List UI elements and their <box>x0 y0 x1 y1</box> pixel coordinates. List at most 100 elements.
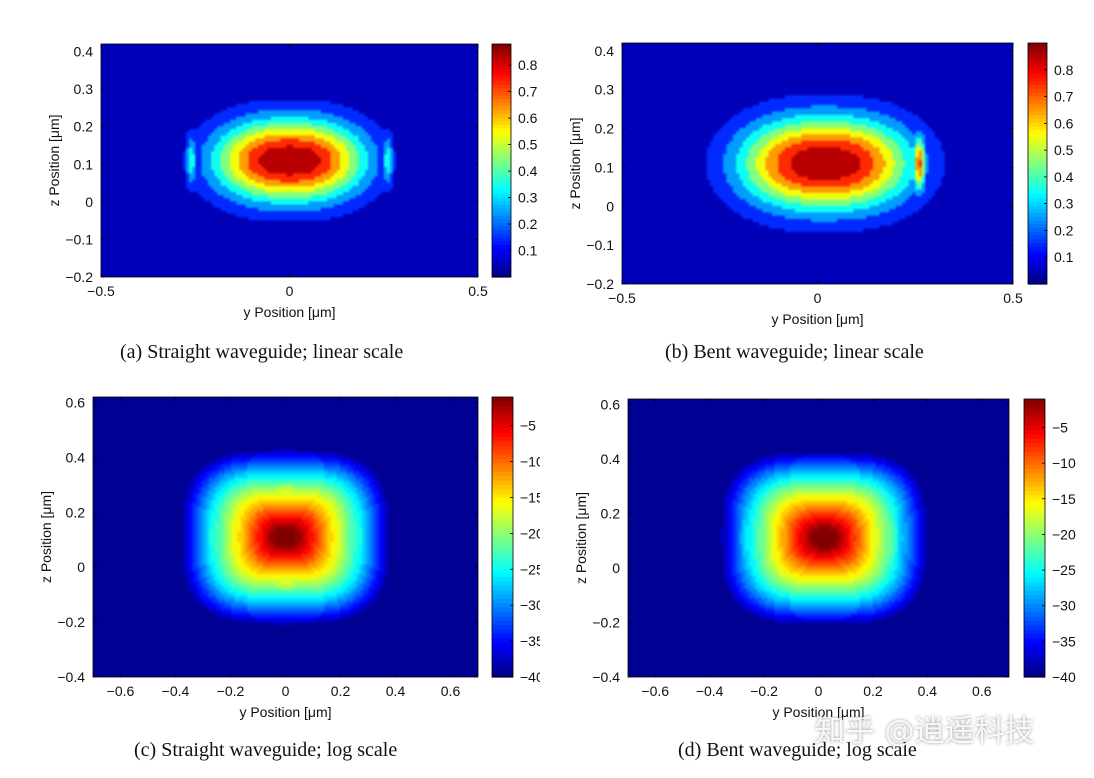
colorbar-swatch <box>1028 219 1047 225</box>
colorbar-swatch <box>492 554 513 560</box>
colorbar-swatch <box>1028 76 1047 82</box>
colorbar-swatch <box>1024 594 1045 600</box>
x-tick-label: 0.2 <box>331 683 351 699</box>
colorbar-swatch <box>492 607 513 612</box>
colorbar-swatch <box>492 493 513 499</box>
colorbar-swatch <box>1028 129 1047 134</box>
colorbar-swatch <box>492 550 513 556</box>
colorbar-swatch <box>492 240 511 245</box>
colorbar-swatch <box>492 445 513 451</box>
y-tick-label: −0.2 <box>592 614 620 630</box>
colorbar-swatch <box>492 182 511 187</box>
caption-c: (c) Straight waveguide; log scale <box>134 739 398 761</box>
colorbar-swatch <box>492 541 513 547</box>
colorbar-swatch <box>1024 455 1045 461</box>
y-tick-label: 0 <box>77 559 85 575</box>
colorbar-tick-label: 0.1 <box>1054 249 1074 265</box>
colorbar-swatch <box>1028 54 1047 59</box>
colorbar-swatch <box>492 116 511 122</box>
y-tick-label: −0.1 <box>586 237 614 253</box>
colorbar-swatch <box>1024 529 1045 535</box>
colorbar-tick-label: 0.4 <box>1054 169 1074 185</box>
colorbar-tick-label: −20 <box>520 525 540 541</box>
colorbar-swatch <box>1028 50 1047 55</box>
y-tick-label: −0.4 <box>57 669 85 685</box>
colorbar-swatch <box>492 515 513 521</box>
colorbar-tick-label: 0.7 <box>1054 89 1074 105</box>
colorbar-swatch <box>1028 133 1047 138</box>
colorbar-swatch <box>492 523 513 529</box>
colorbar-swatch <box>492 247 511 253</box>
colorbar-swatch <box>492 545 513 551</box>
colorbar-swatch <box>492 532 513 538</box>
colorbar-swatch <box>492 462 513 468</box>
colorbar-swatch <box>492 484 513 490</box>
colorbar-swatch <box>1024 433 1045 439</box>
colorbar-swatch <box>492 244 511 249</box>
colorbar-swatch <box>1024 420 1045 426</box>
colorbar-swatch <box>492 436 513 442</box>
colorbar-swatch <box>492 410 513 416</box>
colorbar-swatch <box>492 131 511 136</box>
colorbar-tick-label: −40 <box>520 669 540 685</box>
colorbar-swatch <box>1024 481 1045 487</box>
x-tick-label: 0.5 <box>468 283 488 299</box>
colorbar-tick-label: −40 <box>1052 669 1076 685</box>
colorbar-swatch <box>492 458 513 464</box>
y-tick-label: 0.2 <box>66 504 86 520</box>
colorbar-swatch <box>1028 65 1047 70</box>
colorbar-swatch <box>1024 459 1045 465</box>
colorbar-tick-label: 0.7 <box>518 84 538 100</box>
colorbar-swatch <box>492 519 513 525</box>
colorbar-swatch <box>492 593 513 599</box>
colorbar-swatch <box>1028 227 1047 232</box>
colorbar-swatch <box>492 650 513 656</box>
y-tick-label: −0.2 <box>586 276 614 292</box>
colorbar-swatch <box>492 397 513 402</box>
colorbar-swatch <box>1028 80 1047 86</box>
colorbar-tick-label: −10 <box>1052 455 1076 471</box>
colorbar-swatch <box>1028 95 1047 101</box>
colorbar-swatch <box>1024 446 1045 452</box>
y-axis-label: z Position [μm] <box>46 114 62 206</box>
chart-a: −0.5 0 0.5 −0.2 −0.1 0 0.1 0.2 0.3 0.4 y Position … <box>46 44 538 320</box>
chart-d: −0.6 −0.4 −0.2 0 0.2 0.4 0.6 −0.4 −0.2 0 0.2 0.4 0.6… <box>573 396 1076 720</box>
colorbar-swatch <box>492 124 511 129</box>
y-tick-label: 0.4 <box>74 44 94 60</box>
colorbar-swatch <box>1024 503 1045 509</box>
colorbar-swatch <box>1028 186 1047 191</box>
x-axis-label: y Position [μm] <box>243 304 335 320</box>
colorbar-swatch <box>1024 577 1045 583</box>
colorbar-swatch <box>492 236 511 242</box>
colorbar-swatch <box>492 91 511 96</box>
colorbar-frame <box>1027 42 1048 285</box>
x-tick-label: 0.6 <box>441 683 461 699</box>
y-tick-label: 0.1 <box>595 159 615 175</box>
colorbar-tick-label: −5 <box>520 418 536 434</box>
colorbar-swatch <box>492 105 511 111</box>
y-tick-label: −0.4 <box>592 669 620 685</box>
colorbar-swatch <box>1028 73 1047 78</box>
colorbar-swatch <box>1024 425 1045 431</box>
colorbar-swatch <box>1024 511 1045 517</box>
colorbar-swatch <box>1024 494 1045 500</box>
colorbar-swatch <box>1028 276 1047 281</box>
colorbar-swatch <box>492 102 511 107</box>
colorbar-swatch <box>492 135 511 140</box>
colorbar-swatch <box>492 258 511 264</box>
heatmap-field-1 <box>622 43 1013 284</box>
colorbar-swatch <box>1028 253 1047 259</box>
colorbar-swatch <box>492 94 511 100</box>
colorbar-swatch <box>1028 197 1047 202</box>
colorbar-swatch <box>1024 581 1045 587</box>
colorbar-swatch <box>492 642 513 647</box>
colorbar-swatch <box>1024 507 1045 513</box>
colorbar-tick-label: −30 <box>1052 598 1076 614</box>
colorbar-swatch <box>1028 91 1047 97</box>
colorbar-swatch <box>492 65 511 71</box>
colorbar-swatch <box>1028 178 1047 183</box>
colorbar-swatch <box>1024 464 1045 470</box>
x-tick-label: 0 <box>815 683 823 699</box>
colorbar-swatch <box>492 62 511 67</box>
panel-b: −0.5 0 0.5 −0.2 −0.1 0 0.1 0.2 0.3 0.4 y Position … <box>540 0 1094 391</box>
